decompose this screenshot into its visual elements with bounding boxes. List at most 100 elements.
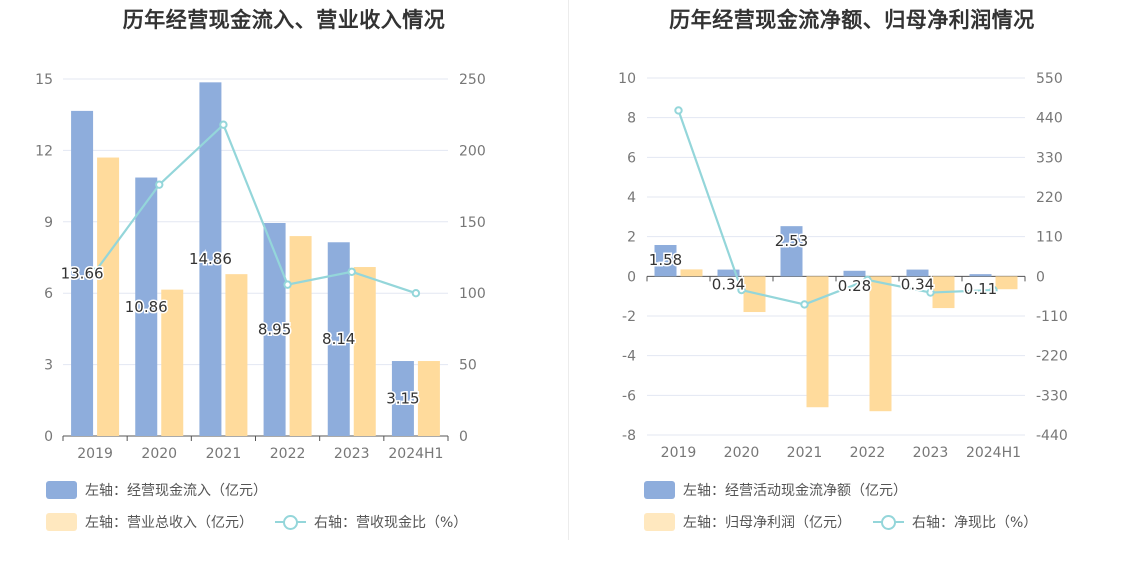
bar-value-label: 8.95 <box>258 320 291 338</box>
bar-value-label: 8.14 <box>322 330 355 348</box>
y-left-tick-label: 0 <box>44 429 53 445</box>
panel-divider <box>568 0 569 540</box>
legend-item[interactable]: 右轴：净现比（%） <box>873 512 1037 532</box>
bar-primary <box>327 242 350 436</box>
bar-secondary <box>353 267 376 436</box>
y-left-tick-label: 12 <box>35 143 53 159</box>
x-tick-label: 2024H1 <box>966 445 1021 461</box>
x-tick-label: 2020 <box>724 445 760 461</box>
y-right-tick-label: -330 <box>1036 388 1068 404</box>
y-left-tick-label: -2 <box>622 309 636 325</box>
legend-label: 左轴：营业总收入（亿元） <box>85 515 253 531</box>
y-right-tick-label: -220 <box>1036 349 1068 365</box>
bar-value-label: 10.86 <box>125 298 168 316</box>
x-tick-label: 2021 <box>206 446 242 462</box>
bar-value-label: 0.34 <box>901 276 934 294</box>
line-point <box>800 300 809 309</box>
y-left-tick-label: 3 <box>44 358 53 374</box>
ratio-line <box>94 122 417 295</box>
line-point <box>737 285 746 295</box>
y-right-tick-label: 330 <box>1036 150 1063 166</box>
y-right-tick-label: -440 <box>1036 428 1068 444</box>
line-point <box>989 285 998 295</box>
x-tick-label: 2022 <box>270 446 306 462</box>
bar-primary <box>391 361 414 436</box>
bar-primary <box>717 269 740 277</box>
y-right-tick-label: 100 <box>459 286 486 302</box>
legend-label: 左轴：归母净利润（亿元） <box>683 515 851 531</box>
legend-bar-swatch <box>644 513 675 531</box>
legend-label: 右轴：营收现金比（%） <box>314 515 468 531</box>
y-right-tick-label: 0 <box>459 429 468 445</box>
left-legend-row-2: 左轴：营业总收入（亿元） 右轴：营收现金比（%） <box>46 512 489 532</box>
bar-secondary <box>417 361 440 436</box>
y-right-tick-label: 0 <box>1036 269 1045 285</box>
bar-secondary <box>869 276 892 412</box>
x-tick-label: 2021 <box>787 445 823 461</box>
bar-value-label: 0.34 <box>712 276 745 294</box>
y-right-tick-label: 110 <box>1036 230 1063 246</box>
y-left-tick-label: 8 <box>627 111 636 127</box>
line-point <box>863 275 872 285</box>
x-tick-label: 2019 <box>77 446 113 462</box>
y-right-tick-label: 50 <box>459 358 477 374</box>
y-left-tick-label: 10 <box>618 71 636 87</box>
legend-item[interactable]: 左轴：经营活动现金流净额（亿元） <box>644 480 907 500</box>
legend-item[interactable]: 左轴：营业总收入（亿元） <box>46 512 253 532</box>
bar-value-label: 0.11 <box>964 280 997 298</box>
y-right-tick-label: 200 <box>459 143 486 159</box>
bar-secondary <box>680 269 703 277</box>
y-left-tick-label: -6 <box>622 388 636 404</box>
y-left-tick-label: 2 <box>627 230 636 246</box>
y-left-tick-label: 6 <box>44 286 53 302</box>
bar-primary <box>906 269 929 277</box>
y-right-tick-label: 150 <box>459 215 486 231</box>
ratio-line <box>677 110 994 306</box>
legend-item[interactable]: 左轴：归母净利润（亿元） <box>644 512 851 532</box>
bar-value-label: 0.28 <box>838 277 871 295</box>
bar-value-label: 1.58 <box>649 251 682 269</box>
y-left-tick-label: -4 <box>622 349 636 365</box>
y-left-tick-label: 4 <box>627 190 636 206</box>
bar-secondary <box>289 236 312 436</box>
bar-secondary <box>806 276 829 408</box>
legend-item[interactable]: 右轴：营收现金比（%） <box>275 512 467 532</box>
line-point <box>219 120 228 129</box>
line-point <box>347 267 356 276</box>
bar-primary <box>199 82 222 436</box>
y-right-tick-label: 220 <box>1036 190 1063 206</box>
legend-bar-swatch <box>644 481 675 499</box>
left-legend-row-1: 左轴：经营现金流入（亿元） <box>46 480 289 500</box>
bar-primary <box>780 226 803 277</box>
x-tick-label: 2019 <box>661 445 697 461</box>
line-point <box>674 106 683 115</box>
right-chart-title: 历年经营现金流净额、归母净利润情况 <box>669 8 1035 32</box>
bar-primary <box>135 177 158 437</box>
x-tick-label: 2023 <box>334 446 370 462</box>
x-tick-label: 2024H1 <box>388 446 443 462</box>
bar-primary <box>969 274 992 277</box>
right-chart-panel: 历年经营现金流净额、归母净利润情况 10 550 8 440 6 330 4 220 2 110 0… <box>570 0 1134 582</box>
bar-value-label: 14.86 <box>189 250 232 268</box>
x-tick-label: 2020 <box>141 446 177 462</box>
bar-primary <box>843 270 866 277</box>
line-point <box>155 180 164 189</box>
bar-secondary <box>995 276 1018 290</box>
bar-secondary <box>161 289 184 436</box>
bar-value-label: 3.15 <box>386 390 419 408</box>
legend-label: 左轴：经营现金流入（亿元） <box>85 483 267 499</box>
bar-secondary <box>743 276 766 313</box>
y-left-tick-label: 9 <box>44 215 53 231</box>
legend-bar-swatch <box>46 513 77 531</box>
y-right-tick-label: 440 <box>1036 111 1063 127</box>
line-point <box>411 289 421 298</box>
bar-primary <box>263 222 286 436</box>
x-tick-label: 2022 <box>850 445 886 461</box>
y-right-tick-label: 250 <box>459 72 486 88</box>
y-right-tick-label: 550 <box>1036 71 1063 87</box>
bar-primary <box>71 110 94 436</box>
legend-line-swatch <box>275 513 306 531</box>
legend-label: 右轴：净现比（%） <box>912 515 1038 531</box>
left-chart-title: 历年经营现金流入、营业收入情况 <box>122 8 446 32</box>
legend-item[interactable]: 左轴：经营现金流入（亿元） <box>46 480 267 500</box>
